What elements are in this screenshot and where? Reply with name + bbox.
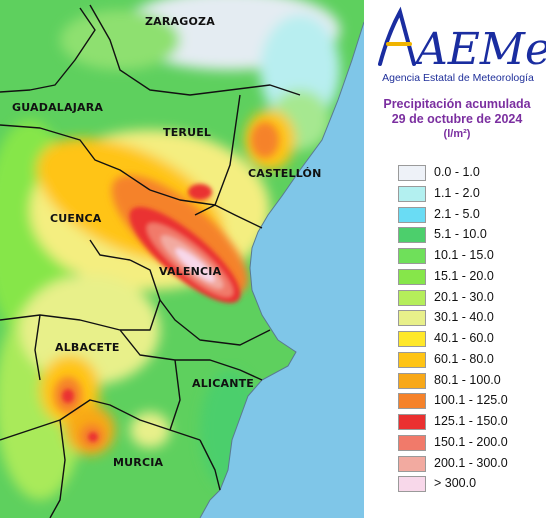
legend-label: 125.1 - 150.0 bbox=[434, 414, 508, 428]
legend-swatch bbox=[398, 206, 426, 223]
province-label-cuenca: CUENCA bbox=[50, 212, 102, 225]
legend-item: 20.1 - 30.0 bbox=[398, 288, 548, 309]
legend-label: 2.1 - 5.0 bbox=[434, 206, 480, 221]
legend-label: 100.1 - 125.0 bbox=[434, 393, 508, 408]
legend-label: 0.0 - 1.0 bbox=[434, 165, 480, 179]
legend: 0.0 - 1.0 1.1 - 2.0 2.1 - 5.0 5.1 - 10.0 10.… bbox=[398, 163, 548, 495]
precipitation-map: ZARAGOZA GUADALAJARA TERUEL CASTELLÓN CU… bbox=[0, 0, 364, 518]
legend-swatch bbox=[398, 476, 426, 493]
legend-swatch bbox=[398, 248, 426, 264]
legend-label: 40.1 - 60.0 bbox=[434, 331, 494, 345]
legend-panel: AEMet Agencia Estatal de Meteorología Pr… bbox=[364, 0, 550, 518]
legend-swatch bbox=[398, 393, 426, 410]
province-label-guadalajara: GUADALAJARA bbox=[12, 101, 103, 114]
legend-title-line1: Precipitación acumulada bbox=[383, 97, 531, 111]
legend-label: 20.1 - 30.0 bbox=[434, 289, 494, 304]
legend-item: 60.1 - 80.0 bbox=[398, 350, 548, 371]
legend-title-line2: 29 de octubre de 2024 bbox=[391, 112, 523, 126]
legend-units: (l/m²) bbox=[443, 128, 471, 140]
coastline bbox=[199, 21, 364, 518]
legend-swatch bbox=[398, 331, 426, 347]
legend-item: 200.1 - 300.0 bbox=[398, 454, 548, 475]
legend-swatch bbox=[398, 185, 426, 202]
legend-label: 200.1 - 300.0 bbox=[434, 455, 508, 470]
legend-item: 100.1 - 125.0 bbox=[398, 391, 548, 412]
legend-label: 80.1 - 100.0 bbox=[434, 372, 501, 387]
legend-item: 1.1 - 2.0 bbox=[398, 184, 548, 205]
province-label-valencia: VALENCIA bbox=[159, 265, 222, 278]
legend-label: 5.1 - 10.0 bbox=[434, 227, 487, 242]
legend-label: > 300.0 bbox=[434, 476, 477, 491]
legend-swatch bbox=[398, 372, 426, 389]
aemet-logo: AEMet bbox=[378, 6, 546, 75]
legend-item: 30.1 - 40.0 bbox=[398, 308, 548, 329]
legend-item: 40.1 - 60.0 bbox=[398, 329, 548, 350]
province-label-albacete: ALBACETE bbox=[55, 341, 120, 354]
legend-item: 10.1 - 15.0 bbox=[398, 246, 548, 267]
legend-label: 1.1 - 2.0 bbox=[434, 185, 480, 200]
province-label-teruel: TERUEL bbox=[163, 126, 211, 139]
legend-item: 5.1 - 10.0 bbox=[398, 225, 548, 246]
province-label-castellon: CASTELLÓN bbox=[248, 167, 322, 180]
province-borders bbox=[0, 4, 301, 518]
legend-swatch bbox=[398, 434, 426, 451]
legend-label: 60.1 - 80.0 bbox=[434, 351, 494, 366]
legend-item: 125.1 - 150.0 bbox=[398, 412, 548, 433]
province-label-murcia: MURCIA bbox=[113, 456, 164, 469]
logo-subtitle: Agencia Estatal de Meteorología bbox=[382, 72, 534, 84]
legend-item: 80.1 - 100.0 bbox=[398, 371, 548, 392]
legend-item: 150.1 - 200.0 bbox=[398, 433, 548, 454]
legend-swatch bbox=[398, 268, 426, 285]
legend-item: > 300.0 bbox=[398, 474, 548, 495]
legend-item: 15.1 - 20.0 bbox=[398, 267, 548, 288]
legend-item: 0.0 - 1.0 bbox=[398, 163, 548, 184]
legend-label: 15.1 - 20.0 bbox=[434, 268, 494, 283]
legend-item: 2.1 - 5.0 bbox=[398, 205, 548, 226]
legend-swatch bbox=[398, 227, 426, 244]
province-label-zaragoza: ZARAGOZA bbox=[145, 15, 215, 28]
legend-label: 30.1 - 40.0 bbox=[434, 310, 494, 325]
legend-swatch bbox=[398, 351, 426, 368]
logo-text: AEMet bbox=[412, 24, 546, 75]
legend-swatch bbox=[398, 414, 426, 430]
legend-swatch bbox=[398, 289, 426, 306]
province-label-alicante: ALICANTE bbox=[192, 377, 254, 390]
legend-swatch bbox=[398, 310, 426, 327]
legend-swatch bbox=[398, 165, 426, 181]
legend-title: Precipitación acumulada 29 de octubre de… bbox=[364, 97, 550, 127]
legend-label: 150.1 - 200.0 bbox=[434, 434, 508, 449]
legend-label: 10.1 - 15.0 bbox=[434, 248, 494, 262]
legend-swatch bbox=[398, 455, 426, 472]
